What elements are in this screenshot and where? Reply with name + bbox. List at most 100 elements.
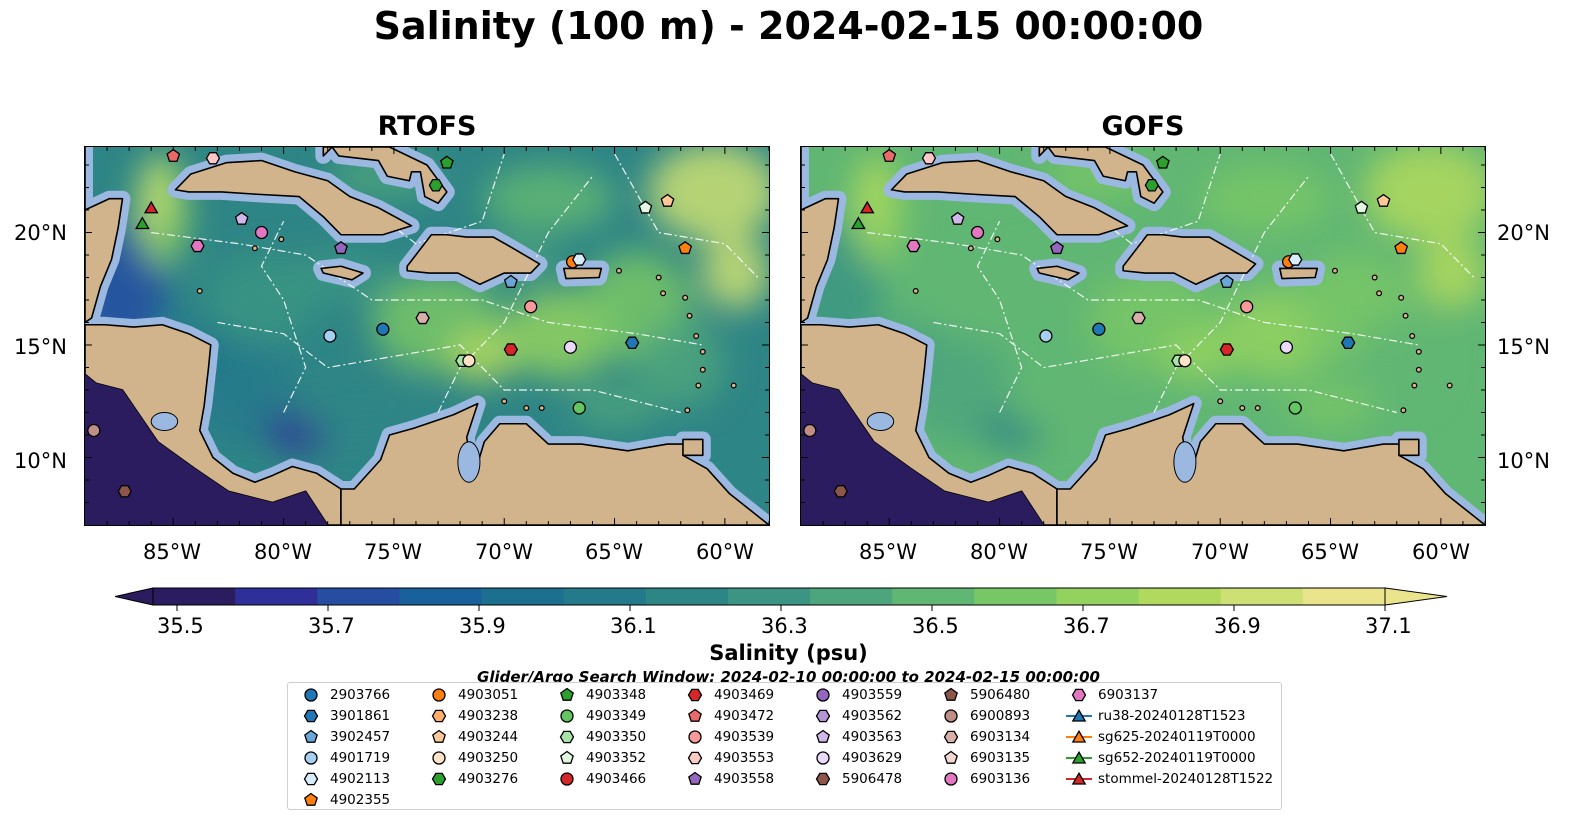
eez-line	[217, 321, 681, 414]
colorbar-tick-label: 36.9	[1214, 614, 1261, 638]
obs-marker-6903134	[1131, 311, 1146, 325]
colorbar-tick-label: 35.5	[157, 614, 204, 638]
rtofs-panel-title: RTOFS	[377, 111, 477, 142]
small-island	[684, 407, 691, 414]
eez-line	[437, 175, 593, 413]
salinity-blob	[1198, 165, 1331, 233]
legend-label: 6903134	[970, 729, 1031, 745]
small-island	[682, 294, 689, 301]
obs-marker-4903244	[1376, 193, 1391, 207]
search-window-caption: Glider/Argo Search Window: 2024-02-10 00…	[477, 668, 1100, 686]
obs-marker-4903563	[234, 211, 249, 225]
obs-marker-6900893	[87, 423, 101, 438]
obs-marker-4903276	[428, 178, 444, 192]
small-island	[196, 288, 203, 294]
small-island	[660, 290, 667, 297]
colorbar-bin	[1138, 588, 1222, 605]
legend-marker-icon	[431, 709, 447, 723]
lat-tick-label-left: 15°N	[14, 335, 67, 359]
small-island	[1217, 398, 1224, 405]
salinity-blob	[1416, 237, 1485, 309]
colorbar-bin	[645, 588, 729, 605]
small-island	[1254, 405, 1261, 411]
small-island	[615, 267, 622, 274]
salinity-blob	[1286, 383, 1375, 429]
legend-label: 4903558	[714, 771, 775, 787]
gofs-map[interactable]	[800, 146, 1486, 526]
colorbar	[115, 587, 1448, 611]
small-island	[523, 405, 530, 411]
obs-marker-4903553	[921, 152, 937, 165]
salinity-blob	[922, 255, 1033, 345]
land-trinidad	[1398, 438, 1420, 457]
legend-marker-icon	[1071, 771, 1087, 785]
land-mexico	[85, 147, 124, 324]
obs-marker-4902113	[1288, 253, 1303, 266]
legend-marker-icon	[1071, 708, 1087, 722]
obs-marker-6900893	[803, 423, 817, 438]
legend-marker-icon	[560, 709, 574, 723]
eez-line	[1153, 175, 1309, 413]
obs-marker-6903134	[415, 311, 430, 325]
land-jamaica	[1036, 265, 1080, 281]
obs-marker-3901861	[624, 336, 640, 349]
salinity-blob	[206, 255, 317, 345]
legend-marker-icon	[687, 751, 703, 765]
rtofs-map[interactable]	[84, 146, 770, 526]
observation-markers	[803, 148, 1409, 498]
legend-label: 4903350	[586, 729, 647, 745]
small-island	[1446, 382, 1453, 389]
colorbar-tick-label: 36.1	[610, 614, 657, 638]
colorbar-bin	[1056, 588, 1140, 605]
pacific-ocean	[85, 374, 328, 525]
colorbar-label: Salinity (psu)	[709, 641, 868, 665]
small-island	[699, 366, 706, 373]
legend-marker-icon	[944, 750, 958, 764]
land-hispaniola	[1122, 233, 1257, 286]
small-island	[1415, 348, 1422, 355]
colorbar-tick-label: 35.9	[459, 614, 506, 638]
small-island	[251, 245, 258, 252]
legend-label: 6903137	[1098, 687, 1159, 703]
colorbar-tick-label: 36.5	[912, 614, 959, 638]
legend-marker-icon	[944, 709, 958, 723]
obs-marker-stommel-20240128T1522	[143, 200, 159, 214]
colorbar-bin	[892, 588, 975, 605]
salinity-blob	[1162, 329, 1234, 384]
land-southam	[1056, 402, 1485, 525]
legend-marker-icon	[303, 772, 319, 786]
salinity-blob	[142, 156, 169, 233]
colorbar-bin	[810, 588, 893, 605]
obs-marker-4903558	[334, 240, 348, 255]
obs-marker-6903137	[906, 239, 921, 253]
legend-label: 5906480	[970, 687, 1031, 703]
obs-marker-3902457	[1219, 274, 1234, 288]
obs-marker-sg652-20240119T0000	[851, 216, 866, 230]
obs-marker-4903472	[166, 148, 181, 162]
legend-label: 4903238	[458, 708, 519, 724]
legend-label: 4903553	[714, 750, 775, 766]
salinity-field	[85, 147, 769, 451]
obs-marker-4903348	[1156, 155, 1170, 169]
lat-tick-label-right: 20°N	[1497, 221, 1550, 245]
eez-line	[260, 220, 307, 413]
small-island	[501, 398, 508, 405]
lake	[866, 412, 895, 431]
legend-label: 3901861	[330, 708, 391, 724]
legend-marker-icon	[944, 687, 958, 701]
legend-marker-icon	[1071, 729, 1087, 743]
legend-label: 4902355	[330, 792, 391, 808]
legend-label: sg652-20240119T0000	[1098, 750, 1256, 766]
legend-marker-icon	[815, 709, 831, 723]
legend-marker-icon	[688, 771, 702, 785]
colorbar-bin	[974, 588, 1057, 605]
obs-marker-4901719	[323, 329, 337, 343]
salinity-blob	[1010, 372, 1143, 440]
legend-label: 4903562	[842, 708, 903, 724]
legend-label: stommel-20240128T1522	[1098, 771, 1274, 787]
obs-marker-4903250	[1178, 354, 1192, 368]
obs-marker-6903136	[254, 225, 269, 240]
legend-label: 4903348	[586, 687, 647, 703]
colorbar-bin	[235, 588, 318, 605]
land-masses	[801, 147, 1485, 525]
